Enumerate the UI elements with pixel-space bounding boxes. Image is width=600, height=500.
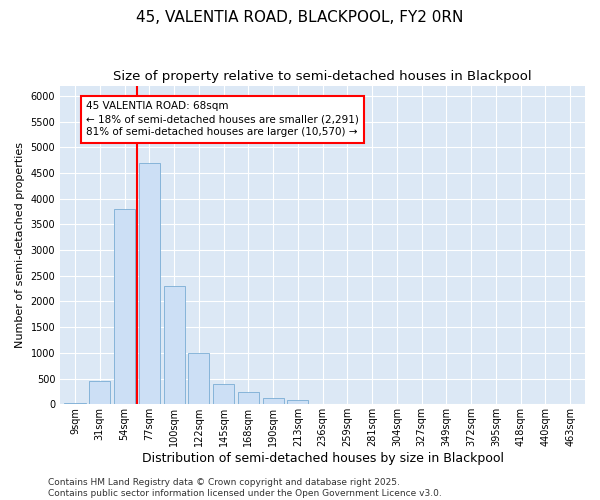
Bar [263,398,284,404]
Bar [114,209,135,404]
Bar [89,381,110,404]
Bar [64,402,86,404]
Text: 45, VALENTIA ROAD, BLACKPOOL, FY2 0RN: 45, VALENTIA ROAD, BLACKPOOL, FY2 0RN [136,10,464,25]
Bar [164,286,185,405]
Title: Size of property relative to semi-detached houses in Blackpool: Size of property relative to semi-detach… [113,70,532,83]
Bar [188,353,209,405]
Bar [139,162,160,404]
X-axis label: Distribution of semi-detached houses by size in Blackpool: Distribution of semi-detached houses by … [142,452,503,465]
Text: 45 VALENTIA ROAD: 68sqm
← 18% of semi-detached houses are smaller (2,291)
81% of: 45 VALENTIA ROAD: 68sqm ← 18% of semi-de… [86,101,359,138]
Text: Contains HM Land Registry data © Crown copyright and database right 2025.
Contai: Contains HM Land Registry data © Crown c… [48,478,442,498]
Y-axis label: Number of semi-detached properties: Number of semi-detached properties [15,142,25,348]
Bar [213,384,234,404]
Bar [238,392,259,404]
Bar [287,400,308,404]
